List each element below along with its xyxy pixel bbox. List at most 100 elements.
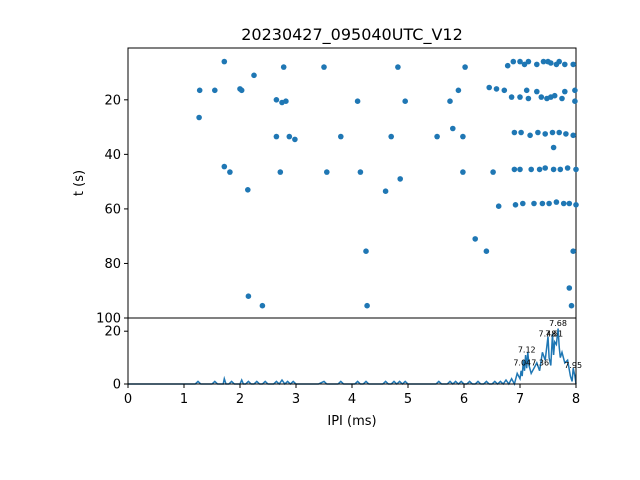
x-tick-label: 5 [404,392,412,407]
scatter-point [527,132,533,139]
scatter-point [245,187,251,193]
scatter-point [511,129,518,136]
scatter-point [572,98,578,104]
x-tick-label: 1 [180,392,188,407]
scatter-point [564,165,571,171]
y-tick-label: 40 [104,148,121,163]
scatter-point [363,248,369,254]
scatter-point [196,114,202,121]
scatter-point [450,125,456,132]
scatter-point [573,166,579,173]
scatter-point [382,188,389,194]
scatter-point [364,302,370,309]
scatter-point [528,166,534,173]
scatter-point [518,129,524,136]
peak-label: 7.68 [549,319,567,328]
scatter-point [551,92,558,99]
scatter-point [227,169,233,175]
scatter-point [539,200,546,207]
scatter-point [546,200,552,207]
scatter-point [525,58,532,65]
y-tick-label: 20 [104,93,121,108]
scatter-point [504,62,511,69]
scatter-point [259,302,266,309]
scatter-point [251,72,257,79]
scatter-point [570,61,576,68]
scatter-point [495,203,502,209]
scatter-point [549,129,556,136]
scatter-point [460,169,466,175]
scatter-point [535,129,541,136]
x-tick-label: 0 [124,392,132,407]
peak-label: 7.36 [531,359,549,368]
scatter-point [338,133,344,140]
scatter-point [548,60,554,66]
scatter-point [510,58,517,65]
scatter-point [324,169,330,175]
scatter-point [550,166,557,173]
peak-label: 7.04 [513,359,531,368]
scatter-point [292,136,298,143]
scatter-point [321,64,327,70]
scatter-point [196,87,203,94]
scatter-point [212,87,218,94]
scatter-point [277,169,284,175]
scatter-point [559,95,565,102]
hist-y-tick-label: 20 [104,325,121,340]
x-tick-label: 7 [516,392,524,407]
scatter-point [525,95,532,102]
scatter-point [570,132,576,139]
scatter-point [521,61,528,68]
scatter-point [395,64,401,70]
scatter-point [402,98,409,104]
scatter-point [573,202,579,208]
scatter-point [483,248,490,254]
scatter-point [447,98,453,104]
scatter-y-ticks: 20 40 60 80 100 [96,93,128,327]
scatter-point [534,88,540,95]
scatter-point [238,87,245,94]
scatter-point [542,131,548,137]
scatter-point [520,200,526,207]
scatter-point [531,200,537,207]
scatter-point [563,131,569,137]
scatter-point [538,94,545,100]
scatter-point [273,97,280,103]
scatter-point [357,169,364,175]
scatter-point [245,293,252,300]
scatter-point [523,87,530,94]
scatter-point [534,61,540,68]
scatter-point [455,87,462,94]
scatter-point [397,176,404,182]
scatter-point [221,58,228,65]
scatter-point [501,87,508,94]
scatter-point [434,133,440,140]
histogram-x-ticks: 0 1 2 3 4 5 6 7 8 [124,384,580,407]
scatter-point [562,61,568,68]
scatter-points [196,58,579,309]
scatter-point [508,94,515,100]
y-tick-label: 80 [104,257,121,272]
scatter-point [511,166,518,173]
x-tick-label: 8 [572,392,580,407]
scatter-point [568,302,575,309]
scatter-point [388,133,395,140]
scatter-point [512,202,519,208]
y-tick-label: 100 [96,312,121,327]
x-tick-label: 2 [236,392,244,407]
scatter-point [550,144,557,151]
scatter-point [542,165,548,171]
scatter-point [556,129,562,136]
histogram-y-ticks: 0 20 [104,325,128,393]
hist-y-tick-label: 0 [113,378,121,393]
scatter-point [286,133,293,140]
x-tick-label: 6 [460,392,468,407]
peak-label: 7.48 [539,329,557,338]
scatter-point [460,133,466,140]
x-tick-label: 4 [348,392,356,407]
scatter-point [517,94,523,100]
x-tick-label: 3 [292,392,300,407]
scatter-point [493,86,500,92]
